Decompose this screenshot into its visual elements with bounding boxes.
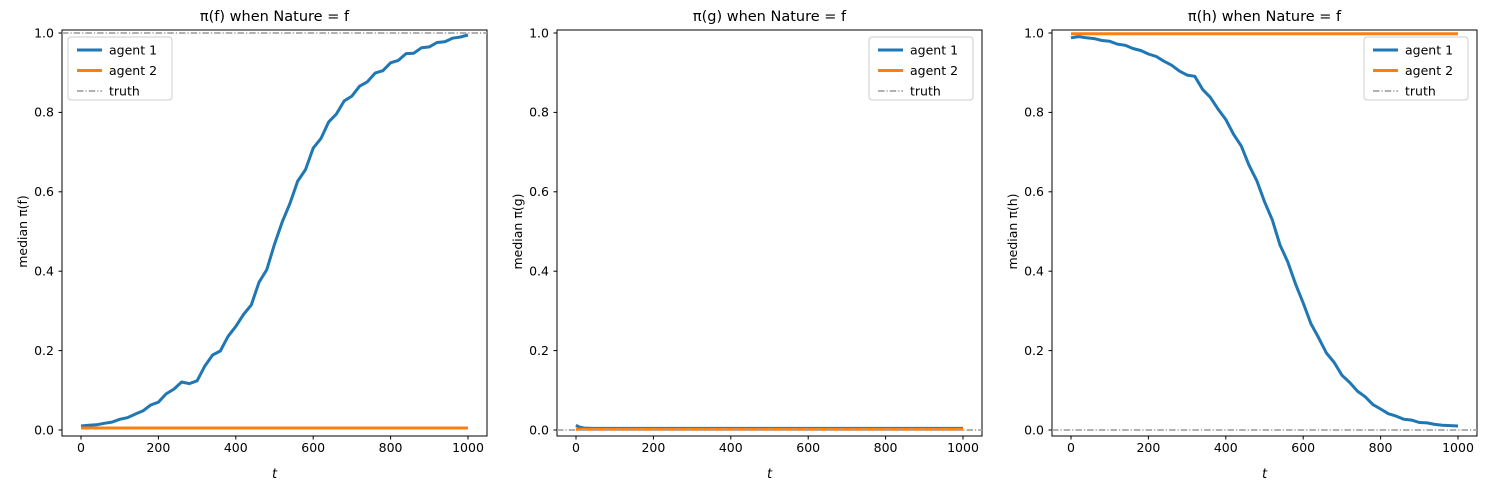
x-tick-label: 800 — [1369, 440, 1393, 455]
x-tick-label: 600 — [1291, 440, 1315, 455]
y-tick-label: 0.6 — [1024, 184, 1044, 199]
x-tick-label: 800 — [874, 440, 898, 455]
y-tick-label: 0.2 — [529, 343, 549, 358]
x-tick-label: 200 — [641, 440, 665, 455]
series-line-agent-1 — [80, 33, 469, 428]
y-tick-label: 0.0 — [34, 422, 54, 437]
x-tick-label: 1000 — [1442, 440, 1474, 455]
y-tick-label: 0.4 — [1024, 264, 1044, 279]
x-tick-label: 400 — [224, 440, 248, 455]
y-tick-label: 0.6 — [529, 184, 549, 199]
x-tick-label: 400 — [1214, 440, 1238, 455]
plot-spines — [61, 29, 488, 437]
legend-label-agent-1: agent 1 — [109, 42, 157, 57]
x-tick-label: 400 — [719, 440, 743, 455]
y-axis-label: median π(f) — [15, 195, 30, 268]
y-tick-label: 0.0 — [1024, 422, 1044, 437]
x-axis-label: t — [767, 467, 773, 482]
x-tick-label: 1000 — [452, 440, 484, 455]
legend-label-truth: truth — [910, 83, 941, 98]
plot-title: π(g) when Nature = f — [693, 9, 847, 25]
y-tick-label: 0.8 — [1024, 105, 1044, 120]
series-line-agent-1 — [1070, 35, 1459, 428]
legend-label-agent-1: agent 1 — [1405, 42, 1453, 57]
x-tick-label: 0 — [1067, 440, 1075, 455]
x-tick-label: 600 — [796, 440, 820, 455]
legend-box — [67, 36, 173, 101]
legend-label-agent-1: agent 1 — [910, 42, 958, 57]
x-tick-label: 200 — [146, 440, 170, 455]
plot-title: π(f) when Nature = f — [200, 9, 350, 25]
plot-spines — [556, 29, 983, 437]
y-axis-label: median π(g) — [510, 193, 525, 269]
legend-box — [868, 36, 974, 101]
x-axis-label: t — [1262, 467, 1268, 482]
legend-label-truth: truth — [1405, 83, 1436, 98]
y-tick-label: 0.8 — [34, 105, 54, 120]
chart-pi-f-panel: 0 200 400 600 800 1000 0.0 0.2 0.4 0.6 0.8 1.0 π(f) … — [15, 9, 488, 482]
legend-box — [1363, 36, 1469, 101]
y-axis-label: median π(h) — [1005, 193, 1020, 269]
y-tick-label: 0.8 — [529, 105, 549, 120]
y-tick-label: 0.2 — [34, 343, 54, 358]
chart-pi-h-panel: 0 200 400 600 800 1000 0.0 0.2 0.4 0.6 0.8 1.0 π(h) … — [1005, 9, 1478, 482]
x-tick-label: 0 — [77, 440, 85, 455]
y-tick-label: 0.0 — [529, 422, 549, 437]
x-tick-label: 800 — [379, 440, 403, 455]
x-tick-label: 1000 — [947, 440, 979, 455]
y-tick-label: 1.0 — [34, 25, 54, 40]
y-tick-label: 0.2 — [1024, 343, 1044, 358]
y-tick-label: 0.6 — [34, 184, 54, 199]
legend-label-truth: truth — [109, 83, 140, 98]
x-tick-label: 200 — [1136, 440, 1160, 455]
y-tick-label: 0.4 — [34, 264, 54, 279]
legend-label-agent-2: agent 2 — [1405, 63, 1453, 78]
x-tick-label: 600 — [301, 440, 325, 455]
x-tick-label: 0 — [572, 440, 580, 455]
y-tick-label: 1.0 — [529, 25, 549, 40]
y-tick-label: 1.0 — [1024, 25, 1044, 40]
y-tick-label: 0.4 — [529, 264, 549, 279]
plot-spines — [1051, 29, 1478, 437]
legend-label-agent-2: agent 2 — [910, 63, 958, 78]
legend-label-agent-2: agent 2 — [109, 63, 157, 78]
chart-pi-g-panel: 0 200 400 600 800 1000 0.0 0.2 0.4 0.6 0.8 1.0 π(g) … — [510, 9, 983, 482]
x-axis-label: t — [272, 467, 278, 482]
plot-title: π(h) when Nature = f — [1188, 9, 1342, 25]
